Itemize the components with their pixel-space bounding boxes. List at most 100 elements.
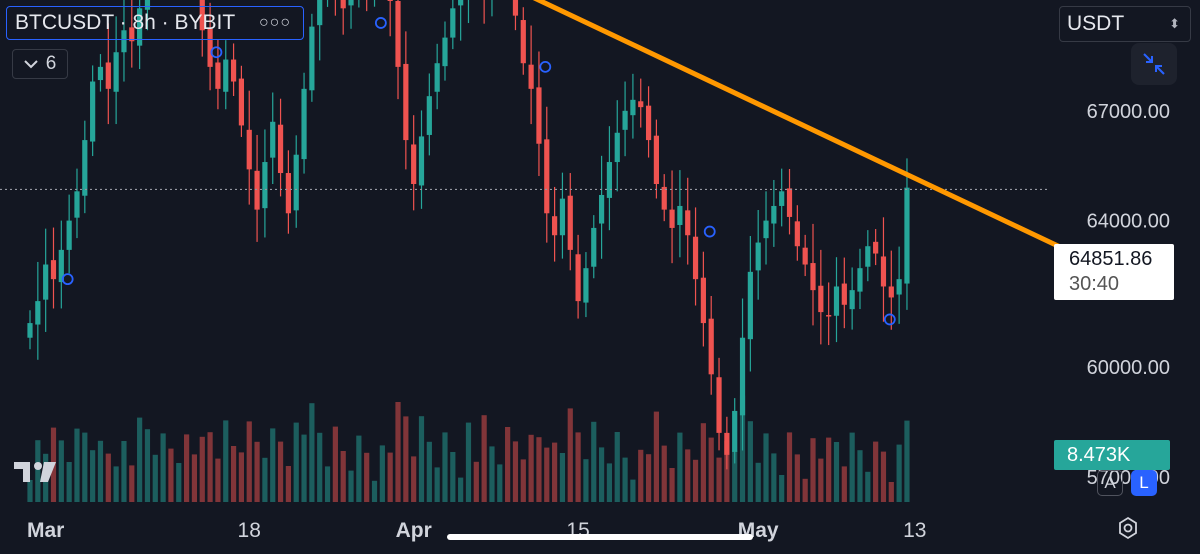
volume-bar bbox=[606, 463, 613, 502]
volume-bar bbox=[763, 433, 769, 502]
volume-bar bbox=[528, 434, 534, 502]
candle-body bbox=[121, 30, 127, 53]
indicators-toggle-button[interactable]: 6 bbox=[12, 49, 68, 79]
candle-body bbox=[732, 410, 738, 452]
candle-body bbox=[144, 0, 151, 10]
signal-marker bbox=[883, 313, 896, 326]
candle-body bbox=[833, 286, 840, 316]
last-price-label: 64851.86 30:40 bbox=[1054, 244, 1174, 300]
volume-bar bbox=[387, 452, 393, 502]
volume-bar bbox=[332, 426, 338, 502]
volume-bar bbox=[826, 437, 832, 502]
indicators-count: 6 bbox=[45, 53, 57, 74]
candle-body bbox=[645, 105, 652, 141]
volume-bar bbox=[434, 467, 440, 502]
volume-bar bbox=[418, 416, 425, 502]
volume-bar bbox=[661, 445, 667, 502]
volume-bars bbox=[27, 395, 910, 502]
candle-body bbox=[113, 52, 119, 92]
candle-body bbox=[82, 140, 88, 196]
candle-body bbox=[567, 195, 573, 250]
volume-bar bbox=[638, 449, 644, 502]
candle-body bbox=[755, 242, 761, 271]
collapse-fullscreen-button[interactable] bbox=[1131, 43, 1177, 85]
volume-bar bbox=[293, 422, 299, 502]
volume-bar bbox=[129, 465, 135, 502]
candle-body bbox=[865, 246, 871, 267]
volume-bar bbox=[692, 459, 699, 502]
candle-body bbox=[606, 162, 613, 198]
volume-bar bbox=[395, 402, 401, 502]
candle-body bbox=[630, 99, 636, 116]
volume-bar bbox=[379, 445, 385, 502]
candle-body bbox=[207, 28, 213, 67]
volume-bar bbox=[583, 459, 589, 502]
signal-marker bbox=[210, 46, 223, 59]
candle-body bbox=[403, 63, 409, 141]
settings-icon[interactable] bbox=[1117, 516, 1139, 540]
auto-scale-button[interactable]: A bbox=[1097, 470, 1123, 496]
candle-body bbox=[66, 220, 72, 250]
volume-bar bbox=[669, 468, 675, 502]
candle-body bbox=[418, 136, 425, 186]
volume-bar bbox=[544, 447, 550, 502]
signal-marker bbox=[539, 60, 552, 73]
currency-selector[interactable]: USDT ⬍ bbox=[1059, 6, 1191, 42]
signal-marker bbox=[703, 225, 716, 238]
volume-bar bbox=[340, 451, 346, 502]
volume-bar bbox=[121, 441, 127, 502]
candle-body bbox=[450, 8, 456, 38]
trendline[interactable] bbox=[185, 0, 1065, 251]
volume-bar bbox=[489, 446, 495, 502]
candle-body bbox=[293, 154, 299, 211]
volume-bar bbox=[317, 432, 323, 502]
bar-countdown: 30:40 bbox=[1069, 273, 1120, 295]
volume-bar bbox=[364, 452, 370, 502]
candle-body bbox=[35, 301, 41, 325]
volume-bar bbox=[191, 454, 198, 502]
volume-bar bbox=[873, 441, 879, 502]
volume-bar bbox=[371, 480, 378, 502]
more-dots-icon[interactable]: ○○○ bbox=[259, 14, 291, 31]
candle-body bbox=[598, 194, 605, 224]
volume-bar bbox=[630, 479, 636, 502]
candle-body bbox=[536, 87, 542, 144]
volume-bar bbox=[160, 433, 166, 502]
candle-body bbox=[802, 247, 808, 265]
candle-body bbox=[74, 191, 80, 218]
candle-body bbox=[105, 62, 111, 89]
volume-bar bbox=[724, 441, 730, 502]
candle-body bbox=[395, 1, 401, 67]
volume-bar bbox=[567, 408, 573, 502]
candle-body bbox=[716, 377, 722, 433]
candle-body bbox=[97, 66, 104, 81]
candle-body bbox=[340, 0, 346, 9]
volume-bar bbox=[215, 458, 221, 502]
candle-body bbox=[896, 279, 902, 295]
volume-bar bbox=[450, 452, 456, 502]
candle-body bbox=[873, 241, 879, 254]
candle-body bbox=[880, 256, 887, 287]
volume-bar bbox=[411, 456, 417, 502]
volume-bar bbox=[238, 452, 245, 502]
candle-body bbox=[137, 8, 143, 46]
volume-label: 8.473K bbox=[1054, 440, 1170, 470]
volume-bar bbox=[277, 441, 284, 502]
volume-bar bbox=[137, 417, 143, 502]
volume-bar bbox=[645, 454, 652, 502]
candle-body bbox=[520, 20, 526, 64]
symbol-selector[interactable]: BTCUSDT · 8h · BYBIT ○○○ bbox=[6, 6, 304, 40]
candle-body bbox=[50, 260, 57, 280]
volume-bar bbox=[591, 421, 597, 502]
candle-body bbox=[614, 132, 620, 163]
volume-bar bbox=[458, 477, 464, 502]
candle-body bbox=[512, 0, 519, 16]
volume-bar bbox=[144, 429, 151, 502]
log-scale-button[interactable]: L bbox=[1131, 470, 1157, 496]
volume-bar bbox=[270, 428, 276, 502]
candle-body bbox=[739, 337, 746, 416]
volume-bar bbox=[685, 449, 691, 502]
candle-body bbox=[434, 63, 440, 92]
candle-body bbox=[849, 290, 855, 310]
